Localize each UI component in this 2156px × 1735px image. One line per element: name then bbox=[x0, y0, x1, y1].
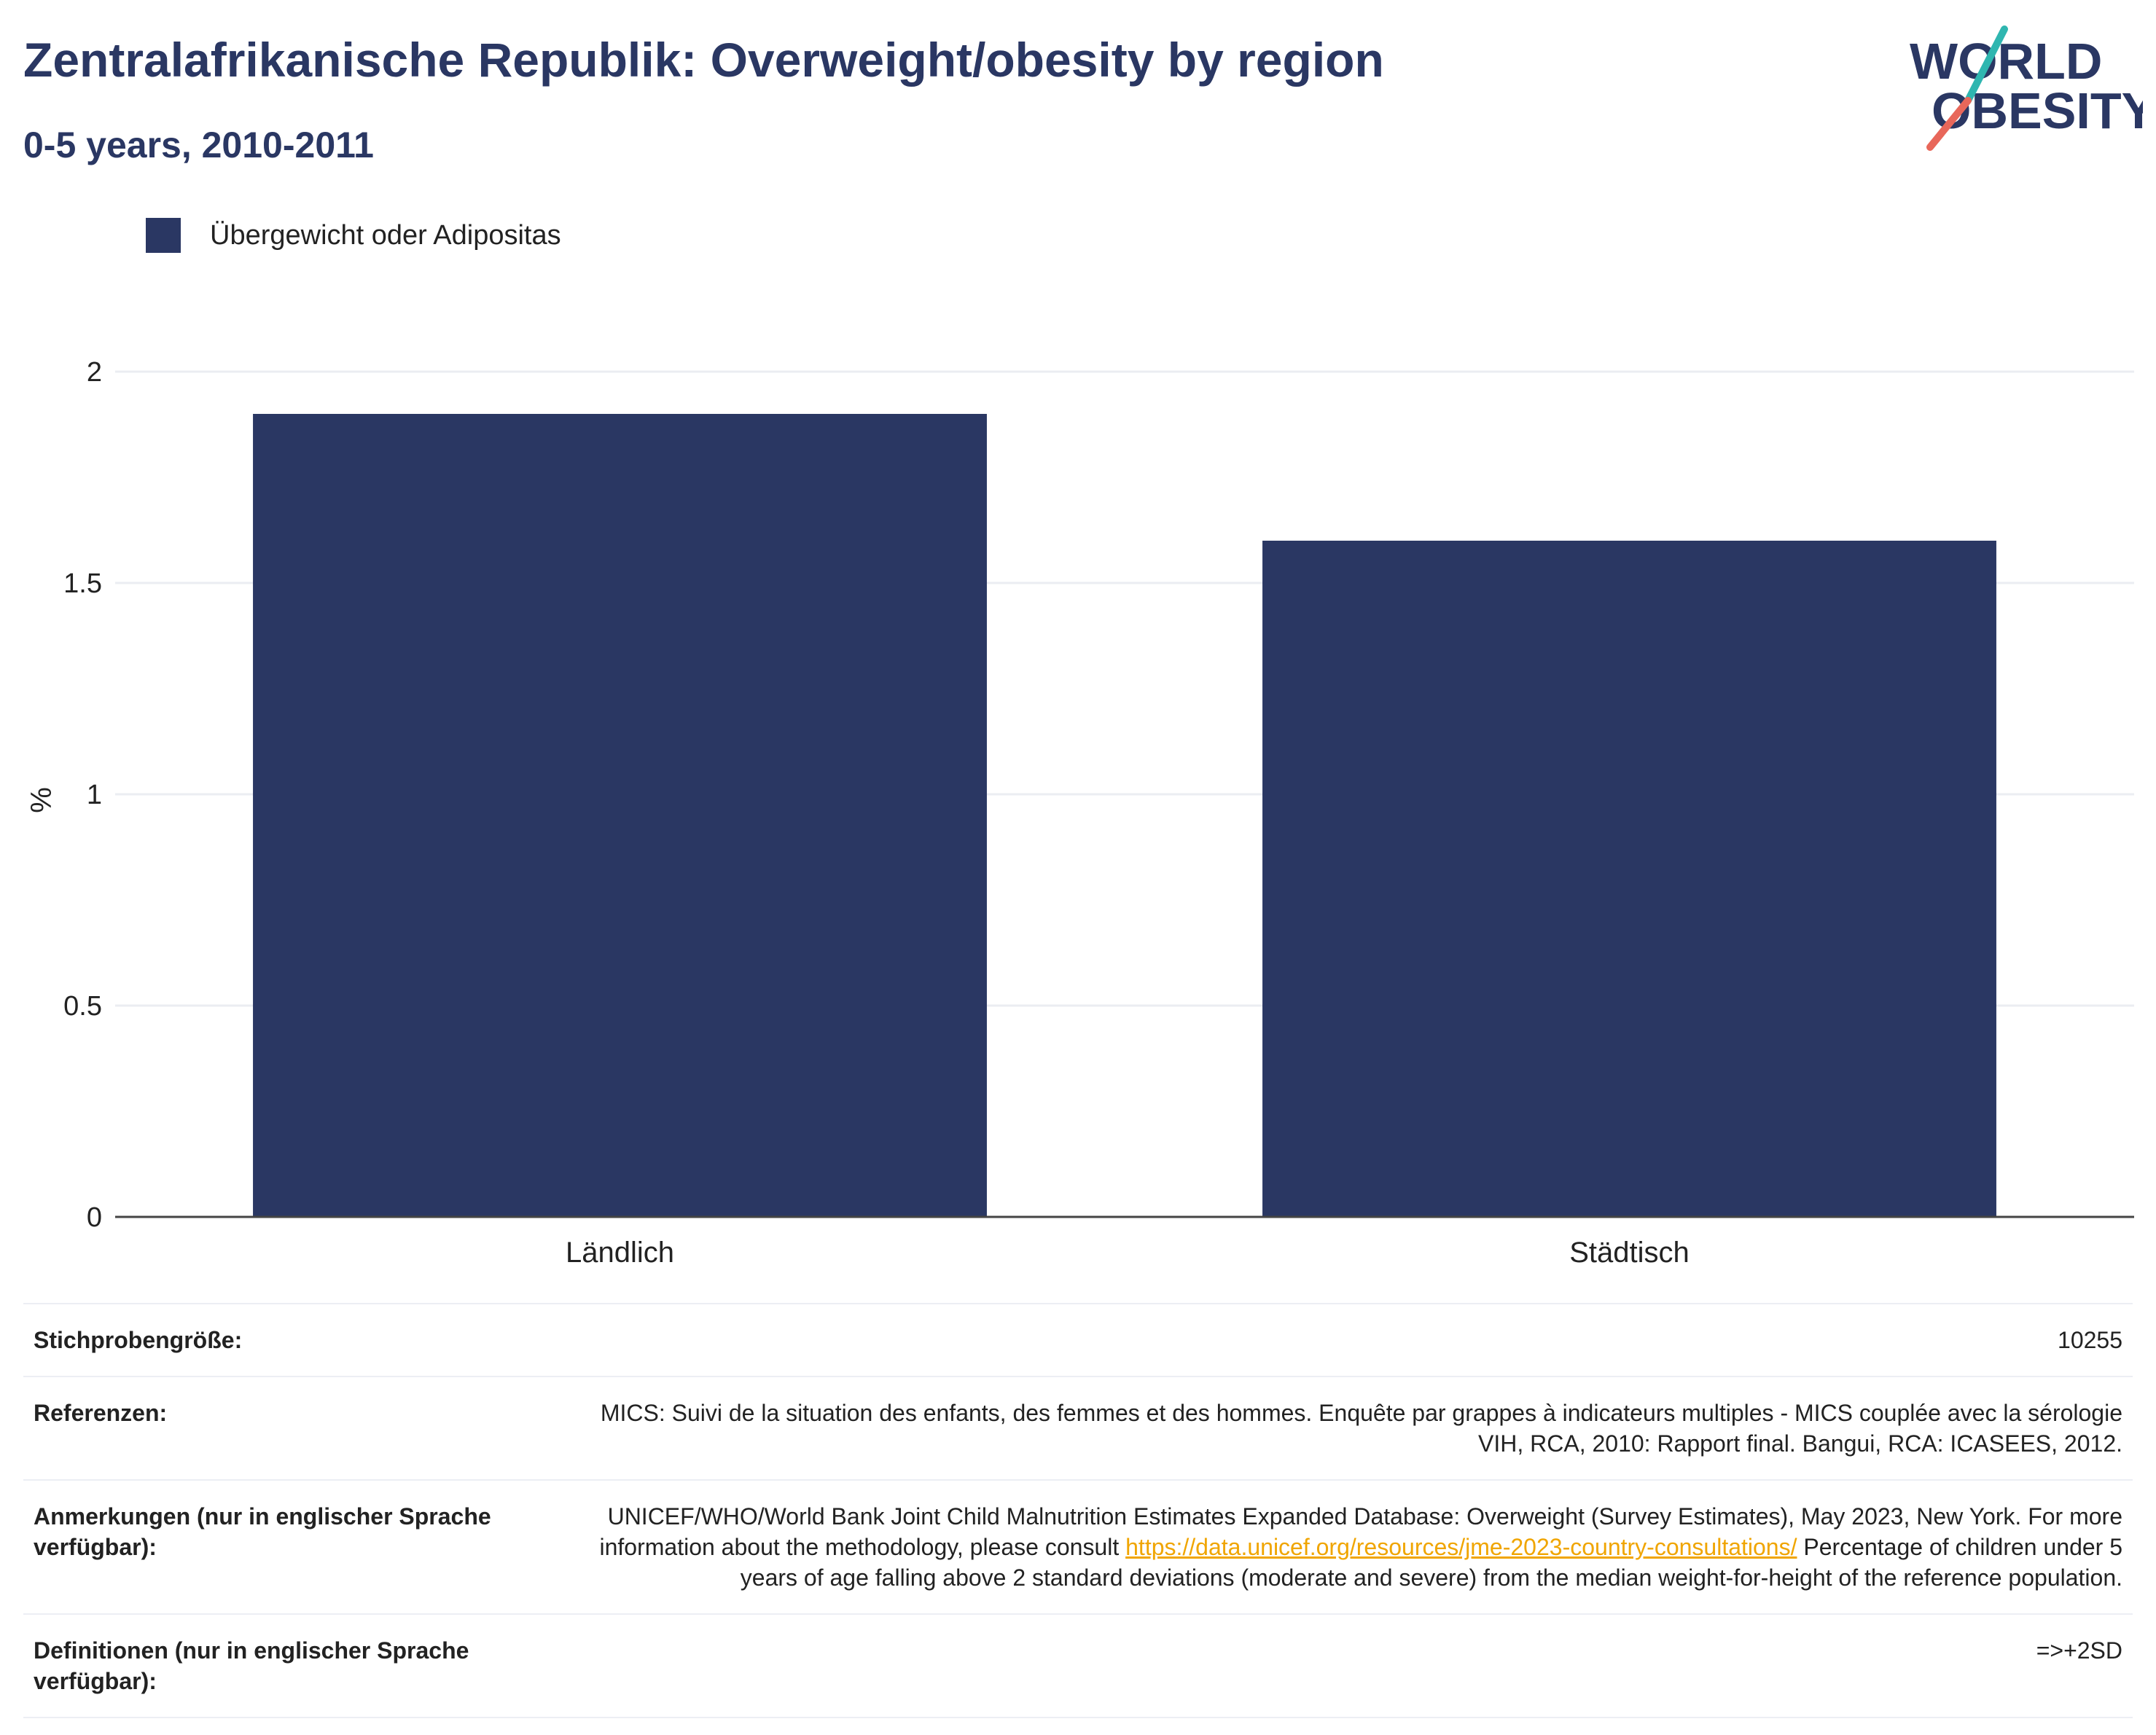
info-row-definitions: Definitionen (nur in englischer Sprache … bbox=[23, 1613, 2133, 1718]
info-table: Stichprobengröße: 10255 Referenzen: MICS… bbox=[23, 1303, 2133, 1718]
world-obesity-logo: WORLD OBESITY bbox=[1895, 22, 2155, 160]
axis-layer: 0 0.5 1 1.5 2 Ländlich Städtisch bbox=[63, 357, 2134, 1268]
logo-slash-coral bbox=[1926, 97, 1972, 151]
info-key: Definitionen (nur in englischer Sprache … bbox=[23, 1613, 539, 1718]
notes-text-after: Percentage of children under 5 years of … bbox=[740, 1534, 2122, 1591]
bar-chart: 0 0.5 1 1.5 2 Ländlich Städtisch % bbox=[26, 357, 2134, 1268]
y-tick-label: 0.5 bbox=[63, 991, 102, 1022]
logo-slash-teal bbox=[1964, 26, 2008, 104]
notes-text-before: UNICEF/WHO/World Bank Joint Child Malnut… bbox=[599, 1503, 2122, 1560]
chart-title: Zentralafrikanische Republik: Overweight… bbox=[23, 33, 1384, 87]
methodology-link[interactable]: https://data.unicef.org/resources/jme-20… bbox=[1125, 1534, 1797, 1560]
info-value: MICS: Suivi de la situation des enfants,… bbox=[539, 1376, 2133, 1480]
chart-legend: Übergewicht oder Adipositas bbox=[146, 217, 561, 254]
info-row-references: Referenzen: MICS: Suivi de la situation … bbox=[23, 1376, 2133, 1480]
info-key: Anmerkungen (nur in englischer Sprache v… bbox=[23, 1479, 539, 1614]
bar bbox=[1262, 541, 1996, 1217]
logo-text-world: WORLD bbox=[1910, 33, 2102, 90]
info-value: 10255 bbox=[539, 1303, 2133, 1376]
info-row-sample-size: Stichprobengröße: 10255 bbox=[23, 1303, 2133, 1376]
y-tick-label: 0 bbox=[87, 1202, 102, 1233]
bar bbox=[253, 414, 987, 1217]
y-tick-label: 2 bbox=[87, 357, 102, 388]
y-axis-title: % bbox=[26, 787, 58, 813]
y-tick-label: 1.5 bbox=[63, 568, 102, 599]
info-key: Stichprobengröße: bbox=[23, 1303, 539, 1376]
info-row-notes: Anmerkungen (nur in englischer Sprache v… bbox=[23, 1479, 2133, 1614]
legend-label: Übergewicht oder Adipositas bbox=[210, 219, 561, 251]
info-value: =>+2SD bbox=[539, 1613, 2133, 1718]
info-key: Referenzen: bbox=[23, 1376, 539, 1480]
y-tick-label: 1 bbox=[87, 780, 102, 810]
x-category-label: Städtisch bbox=[1569, 1237, 1690, 1268]
x-category-label: Ländlich bbox=[566, 1237, 674, 1268]
legend-swatch bbox=[146, 218, 181, 253]
chart-subtitle: 0-5 years, 2010-2011 bbox=[23, 125, 374, 165]
info-value: UNICEF/WHO/World Bank Joint Child Malnut… bbox=[539, 1479, 2133, 1614]
bar-layer bbox=[253, 414, 1996, 1217]
